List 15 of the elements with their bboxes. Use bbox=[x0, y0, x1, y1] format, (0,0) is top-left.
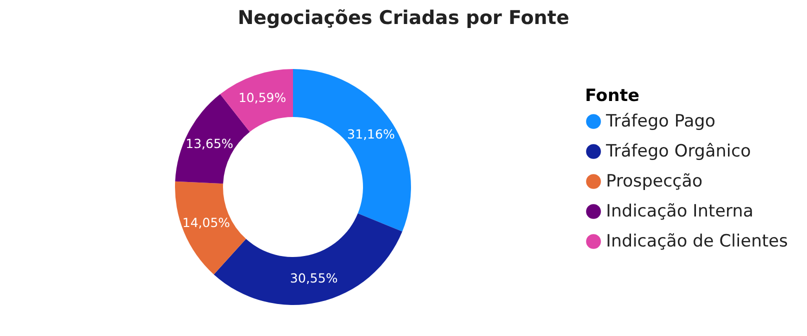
data-label: 30,55% bbox=[290, 270, 338, 286]
chart-title: Negociações Criadas por Fonte bbox=[238, 7, 570, 29]
donut-slice bbox=[293, 69, 411, 232]
data-label: 13,65% bbox=[186, 136, 234, 151]
donut-slice bbox=[175, 181, 246, 274]
legend-title: Fonte bbox=[585, 86, 640, 106]
donut-slice bbox=[220, 69, 293, 132]
legend-label: Indicação Interna bbox=[606, 202, 754, 222]
legend-label: Tráfego Orgânico bbox=[605, 142, 751, 162]
legend-label: Indicação de Clientes bbox=[606, 232, 788, 252]
data-label: 31,16% bbox=[347, 126, 395, 142]
legend-label: Prospecção bbox=[606, 172, 703, 192]
data-label: 14,05% bbox=[182, 215, 230, 230]
data-label: 10,59% bbox=[238, 90, 286, 106]
legend-label: Tráfego Pago bbox=[605, 112, 716, 132]
